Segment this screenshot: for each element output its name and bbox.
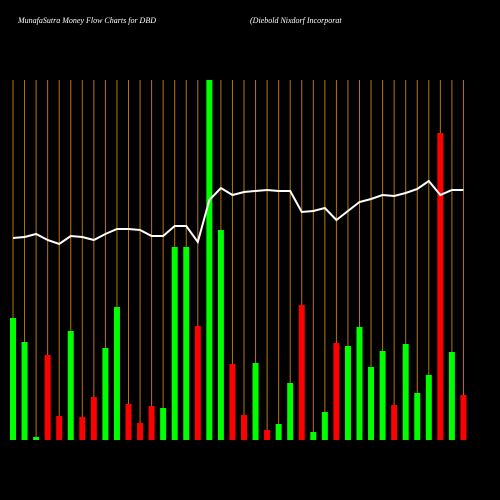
bar: [113, 307, 120, 440]
bar: [137, 423, 144, 440]
bar: [344, 346, 351, 440]
bar: [56, 416, 63, 440]
bar: [425, 375, 432, 440]
bar: [102, 348, 109, 440]
bar: [448, 352, 455, 440]
bar: [391, 405, 398, 440]
bar: [194, 326, 201, 440]
chart-title: MunafaSutra Money Flow Charts for DBD: [17, 16, 156, 25]
bar: [79, 417, 86, 440]
bar: [310, 432, 317, 440]
bar: [10, 318, 16, 440]
bar: [90, 397, 97, 440]
bar: [67, 331, 74, 440]
bar: [379, 351, 386, 440]
bar: [402, 344, 409, 440]
bar: [229, 364, 236, 440]
bar: [321, 412, 328, 440]
bar: [264, 430, 271, 440]
bar: [287, 383, 294, 440]
bar: [437, 133, 444, 440]
bar: [414, 393, 421, 440]
bar: [44, 355, 51, 440]
bar: [148, 406, 155, 440]
bar: [368, 367, 375, 440]
chart-subtitle: (Diebold Nixdorf Incorporat: [250, 16, 342, 25]
bar: [217, 230, 224, 440]
bar: [460, 395, 467, 440]
bar: [275, 424, 282, 440]
bar: [241, 415, 247, 440]
bar: [356, 327, 363, 440]
line: [12, 179, 464, 246]
bar: [33, 437, 40, 440]
bar: [183, 247, 190, 440]
bar: [125, 404, 132, 440]
bar: [298, 305, 305, 440]
bar: [160, 408, 167, 440]
bar: [21, 342, 28, 440]
bar: [206, 80, 213, 440]
bar: [171, 247, 178, 440]
bar: [252, 363, 259, 440]
bar: [333, 343, 340, 440]
